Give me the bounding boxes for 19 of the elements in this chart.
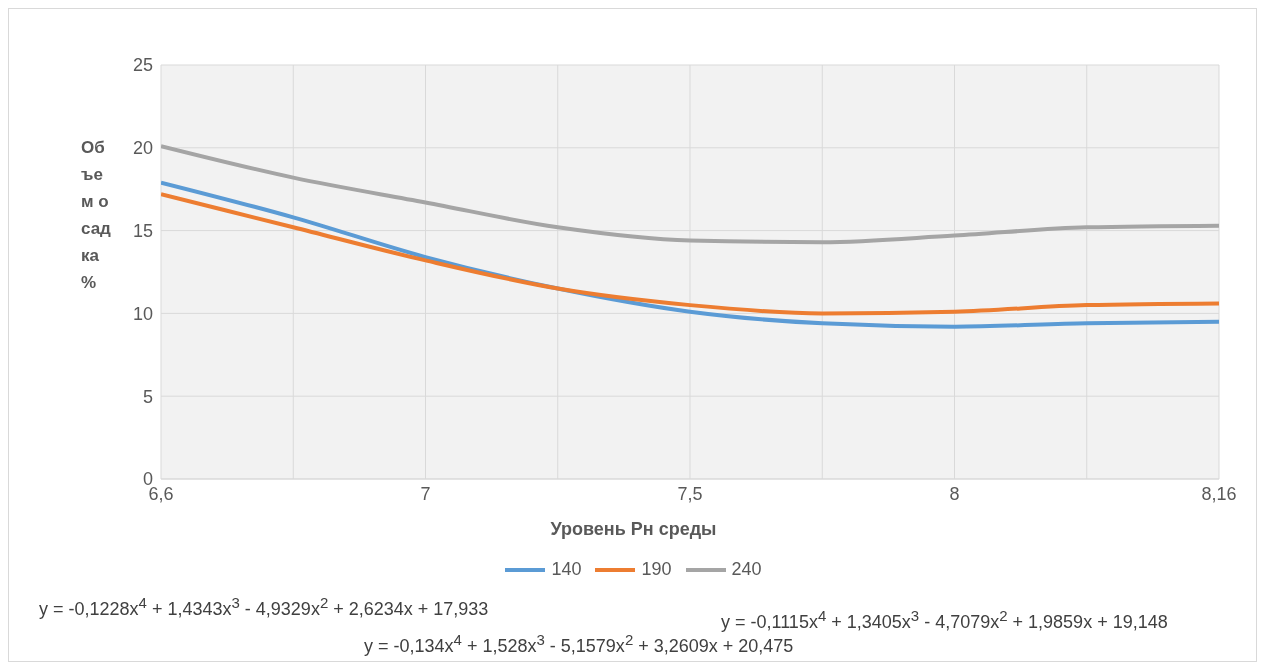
x-tick-label: 7 [420,483,431,504]
y-axis-title: Объем осадка % [81,137,111,294]
legend-label: 240 [730,559,762,580]
x-tick-label: 8,16 [1201,483,1237,504]
y-tick-label: 25 [132,55,153,76]
x-tick-label: 8 [949,483,960,504]
y-tick-label: 15 [132,220,153,241]
text: y = -0,1228x$^{4}$ + 1,4343x$^{3}$ - 4,9329x$^{2}$ + 2,6234x + 17,933 [39,594,489,620]
y-tick-label: 5 [142,386,153,407]
y-tick-label: 10 [132,303,153,324]
x-axis-title: Уровень Рн среды [549,519,718,540]
text: y = -0,134x$^{4}$ + 1,528x$^{3}$ - 5,1579x$^{2}$ + 3,2609x + 20,475 [364,631,794,657]
line-series [161,192,1219,316]
x-tick-label: 7,5 [677,483,703,504]
y-tick-label: 20 [132,138,153,159]
legend-label: 140 [550,559,582,580]
text: y = -0,1115x$^{4}$ + 1,3405x$^{3}$ - 4,7079x$^{2}$ + 1,9859x + 19,148 [721,607,1168,633]
line-series [161,144,1219,245]
legend-label: 190 [640,559,672,580]
